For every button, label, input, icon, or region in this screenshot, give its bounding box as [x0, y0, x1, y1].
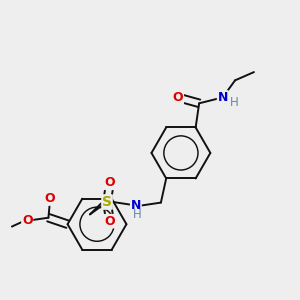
Text: O: O	[173, 91, 183, 104]
Text: H: H	[230, 96, 239, 109]
Text: O: O	[105, 214, 115, 228]
Text: S: S	[102, 195, 112, 209]
Text: O: O	[105, 176, 115, 189]
Text: N: N	[131, 199, 141, 212]
Text: H: H	[133, 208, 142, 221]
Text: O: O	[45, 192, 56, 205]
Text: O: O	[22, 214, 32, 226]
Text: N: N	[218, 91, 228, 104]
